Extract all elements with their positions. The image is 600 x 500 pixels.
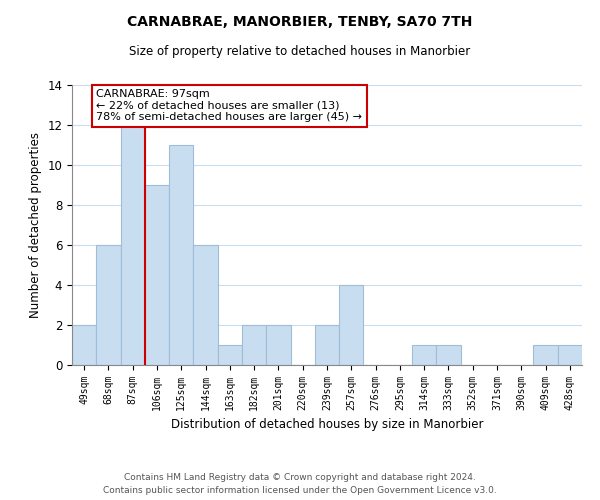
Bar [72, 325, 96, 365]
Text: CARNABRAE: 97sqm
← 22% of detached houses are smaller (13)
78% of semi-detached : CARNABRAE: 97sqm ← 22% of detached house… [96, 89, 362, 122]
Bar [169, 145, 193, 365]
Bar [533, 345, 558, 365]
Bar [218, 345, 242, 365]
Text: Contains public sector information licensed under the Open Government Licence v3: Contains public sector information licen… [103, 486, 497, 495]
Bar [339, 285, 364, 365]
Bar [266, 325, 290, 365]
Bar [145, 185, 169, 365]
Text: CARNABRAE, MANORBIER, TENBY, SA70 7TH: CARNABRAE, MANORBIER, TENBY, SA70 7TH [127, 15, 473, 29]
Text: Contains HM Land Registry data © Crown copyright and database right 2024.: Contains HM Land Registry data © Crown c… [124, 474, 476, 482]
Bar [558, 345, 582, 365]
Bar [436, 345, 461, 365]
Bar [96, 245, 121, 365]
Y-axis label: Number of detached properties: Number of detached properties [29, 132, 42, 318]
Bar [193, 245, 218, 365]
X-axis label: Distribution of detached houses by size in Manorbier: Distribution of detached houses by size … [171, 418, 483, 432]
Bar [412, 345, 436, 365]
Bar [315, 325, 339, 365]
Bar [242, 325, 266, 365]
Bar [121, 125, 145, 365]
Text: Size of property relative to detached houses in Manorbier: Size of property relative to detached ho… [130, 45, 470, 58]
